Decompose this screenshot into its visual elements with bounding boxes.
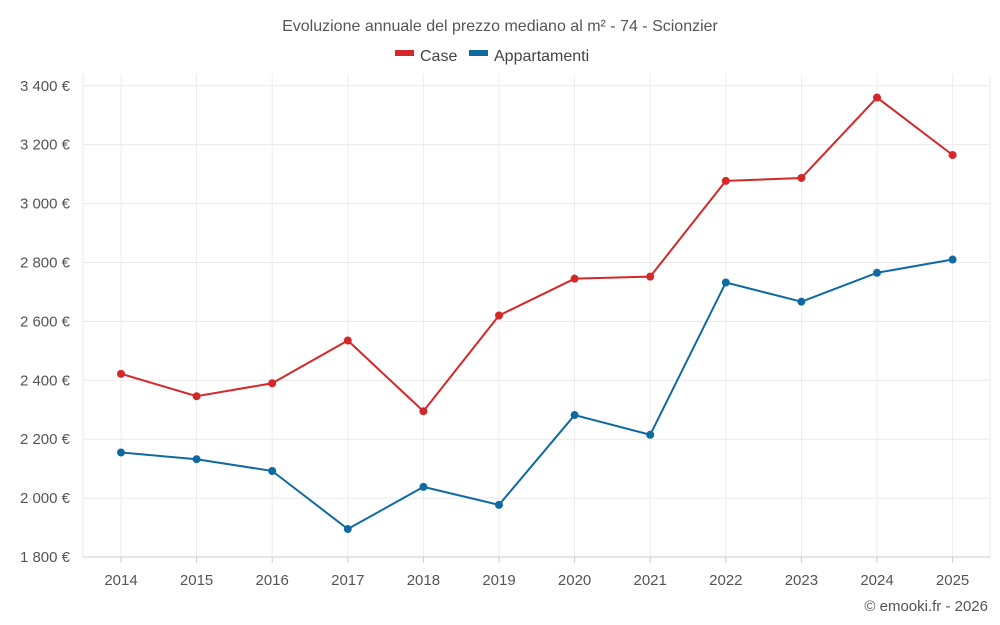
data-point-appartamenti[interactable] bbox=[343, 525, 352, 534]
data-point-appartamenti[interactable] bbox=[192, 455, 201, 464]
data-point-case[interactable] bbox=[646, 272, 655, 281]
y-tick-label: 2 400 € bbox=[20, 372, 71, 389]
y-tick-label: 1 800 € bbox=[20, 549, 71, 566]
x-tick-label: 2022 bbox=[709, 572, 742, 589]
data-point-case[interactable] bbox=[570, 274, 579, 283]
data-point-appartamenti[interactable] bbox=[948, 255, 957, 264]
series-group bbox=[117, 93, 957, 534]
legend-label-appartamenti[interactable]: Appartamenti bbox=[494, 48, 589, 65]
credit-text: © emooki.fr - 2026 bbox=[864, 598, 988, 615]
data-point-appartamenti[interactable] bbox=[419, 482, 428, 491]
y-tick-label: 2 800 € bbox=[20, 254, 71, 271]
y-tick-label: 2 200 € bbox=[20, 431, 71, 448]
legend[interactable]: Case Appartamenti bbox=[395, 48, 589, 65]
y-tick-label: 3 200 € bbox=[20, 137, 71, 154]
y-tick-label: 3 000 € bbox=[20, 196, 71, 213]
data-point-appartamenti[interactable] bbox=[268, 467, 277, 476]
legend-swatch-case bbox=[395, 50, 414, 56]
data-point-case[interactable] bbox=[797, 173, 806, 182]
data-point-appartamenti[interactable] bbox=[873, 268, 881, 277]
y-tick-label: 2 000 € bbox=[20, 490, 71, 507]
series-line-appartamenti bbox=[120, 258, 953, 531]
data-point-case[interactable] bbox=[343, 336, 352, 345]
chart-title: Evoluzione annuale del prezzo mediano al… bbox=[282, 18, 718, 35]
x-tick-label: 2018 bbox=[407, 572, 440, 589]
data-point-appartamenti[interactable] bbox=[646, 430, 655, 439]
x-tick-label: 2016 bbox=[256, 572, 289, 589]
x-tick-label: 2019 bbox=[482, 572, 515, 589]
axes: 1 800 € 2 000 € 2 200 € 2 400 € 2 600 € 2 800… bbox=[20, 78, 990, 589]
data-point-appartamenti[interactable] bbox=[721, 278, 730, 287]
x-tick-label: 2015 bbox=[180, 572, 213, 589]
data-point-case[interactable] bbox=[948, 150, 957, 159]
data-point-appartamenti[interactable] bbox=[117, 448, 125, 457]
x-tick-label: 2021 bbox=[634, 572, 667, 589]
y-tick-label: 3 400 € bbox=[20, 78, 71, 95]
data-point-case[interactable] bbox=[495, 311, 503, 320]
data-point-case[interactable] bbox=[721, 176, 730, 185]
data-point-case[interactable] bbox=[192, 392, 201, 401]
series-line-case bbox=[120, 96, 954, 413]
data-point-case[interactable] bbox=[419, 407, 428, 416]
x-tick-label: 2024 bbox=[860, 572, 893, 589]
x-tick-label: 2014 bbox=[104, 572, 137, 589]
x-tick-label: 2020 bbox=[558, 572, 591, 589]
data-point-appartamenti[interactable] bbox=[797, 297, 806, 306]
data-point-appartamenti[interactable] bbox=[570, 411, 579, 420]
y-tick-label: 2 600 € bbox=[20, 313, 71, 330]
data-point-case[interactable] bbox=[873, 93, 881, 102]
data-point-case[interactable] bbox=[268, 379, 277, 388]
data-point-appartamenti[interactable] bbox=[495, 500, 503, 509]
x-tick-label: 2017 bbox=[331, 572, 364, 589]
data-point-case[interactable] bbox=[117, 369, 125, 378]
grid bbox=[82, 74, 991, 557]
x-tick-label: 2025 bbox=[936, 572, 969, 589]
x-tick-label: 2023 bbox=[785, 572, 818, 589]
legend-swatch-appartamenti bbox=[469, 50, 488, 56]
legend-label-case[interactable]: Case bbox=[420, 48, 457, 65]
